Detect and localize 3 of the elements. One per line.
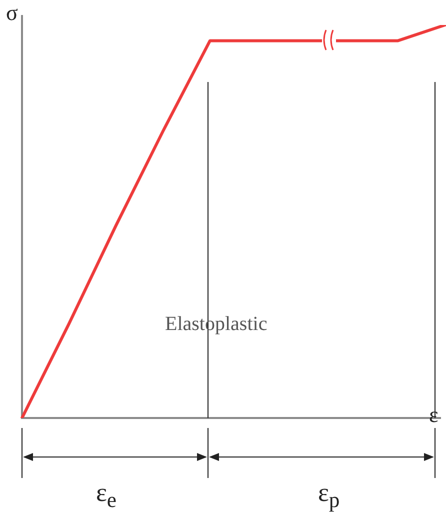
text: ε$_{p}$ bbox=[318, 478, 340, 514]
y-axis-title: σ bbox=[6, 0, 18, 26]
text: ε$_{e}$ bbox=[96, 478, 117, 514]
